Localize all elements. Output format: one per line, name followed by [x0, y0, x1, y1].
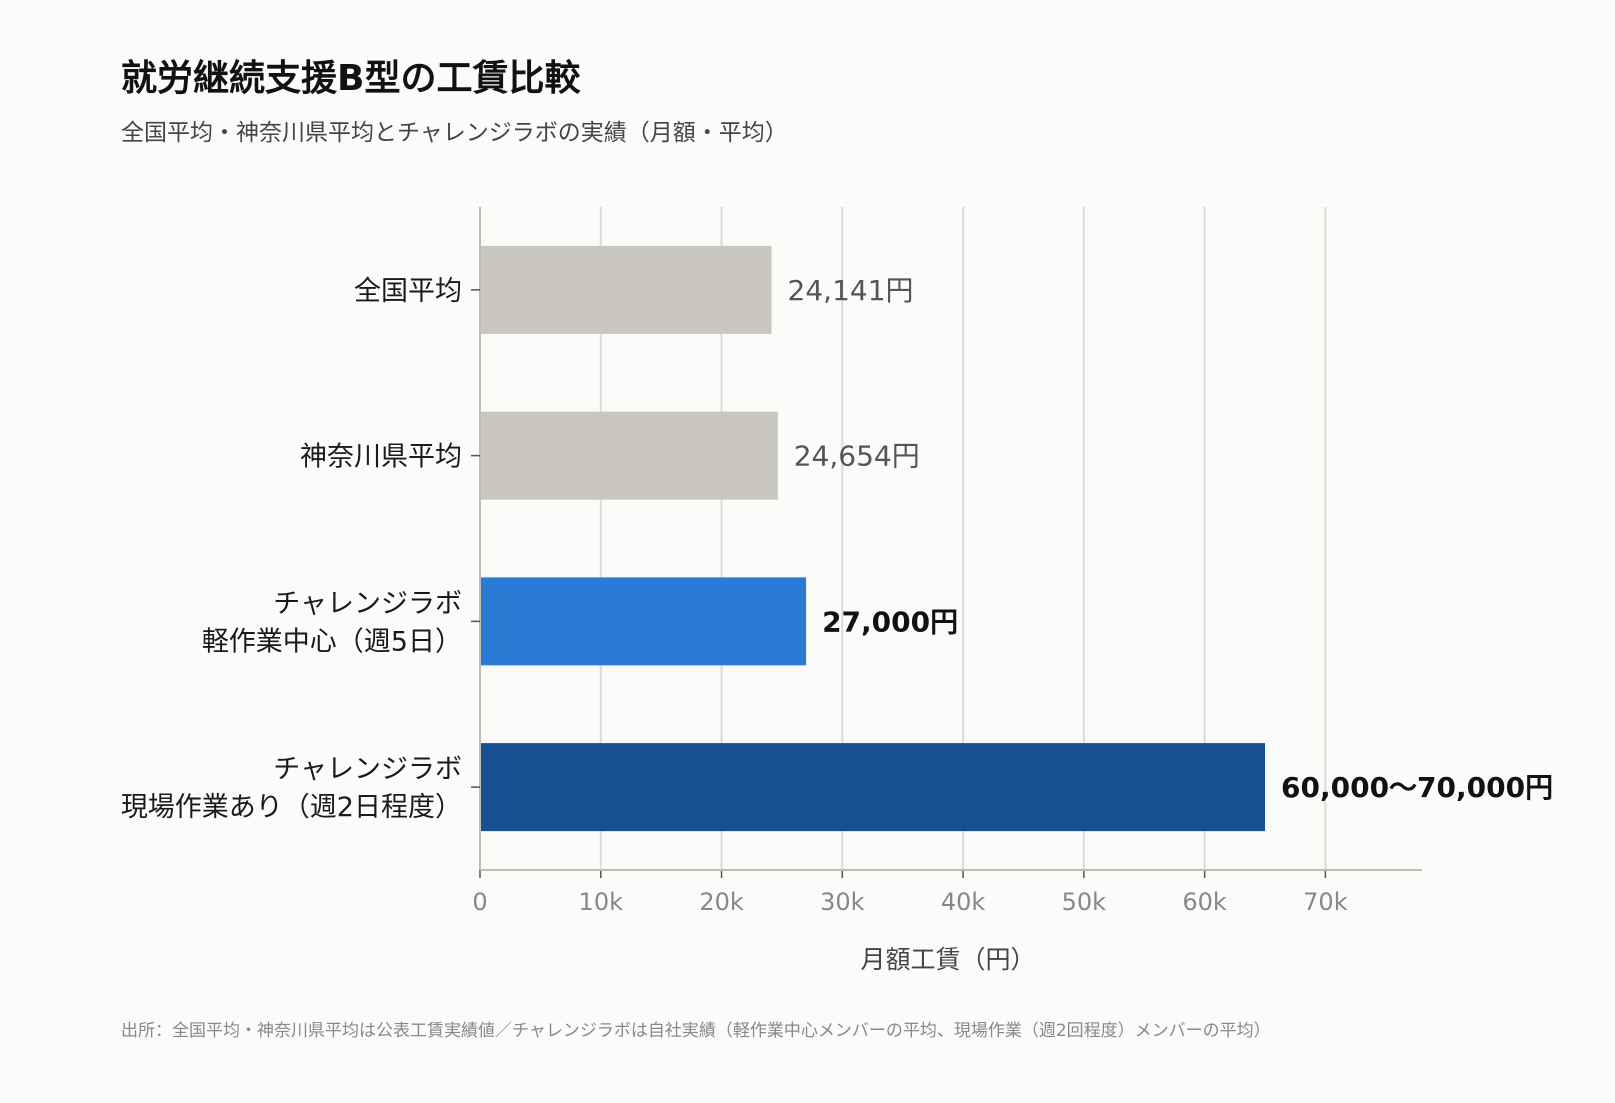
category-label: チャレンジラボ — [273, 588, 462, 619]
x-tick-label: 70k — [1303, 888, 1348, 916]
x-tick-label: 50k — [1062, 888, 1107, 916]
axes: 0 10k 20k 30k 40k 50k 60k 70k全国平均神奈川県平均チャレンジラボ軽… — [121, 207, 1422, 916]
bars: 24,141円 24,654円 27,000円 60,000〜70,000円 — [480, 245, 1553, 832]
value-label: 27,000円 — [822, 605, 958, 638]
category-label: 軽作業中心（週5日） — [202, 626, 462, 657]
category-label: チャレンジラボ — [273, 754, 462, 785]
x-tick-label: 10k — [579, 888, 624, 916]
category-label: 全国平均 — [354, 276, 462, 307]
x-tick-label: 0 — [472, 888, 487, 916]
x-tick-label: 60k — [1182, 888, 1227, 916]
x-axis-label: 月額工賃（円） — [860, 945, 1035, 974]
x-tick-label: 20k — [699, 888, 744, 916]
chart-subtitle: 全国平均・神奈川県平均とチャレンジラボの実績（月額・平均） — [121, 120, 788, 146]
category-label: 神奈川県平均 — [300, 442, 462, 473]
chart-title: 就労継続支援B型の工賃比較 — [121, 58, 581, 99]
value-label: 24,141円 — [788, 274, 914, 307]
bar — [480, 743, 1265, 832]
x-tick-label: 30k — [820, 888, 865, 916]
value-label: 60,000〜70,000円 — [1281, 771, 1553, 804]
category-label: 現場作業あり（週2日程度） — [121, 792, 462, 823]
bar — [480, 411, 778, 500]
source-note: 出所：全国平均・神奈川県平均は公表工賃実績値／チャレンジラボは自社実績（軽作業中… — [121, 1021, 1271, 1041]
x-tick-label: 40k — [941, 888, 986, 916]
bar — [480, 577, 807, 666]
value-label: 24,654円 — [794, 440, 920, 473]
bar — [480, 245, 772, 334]
